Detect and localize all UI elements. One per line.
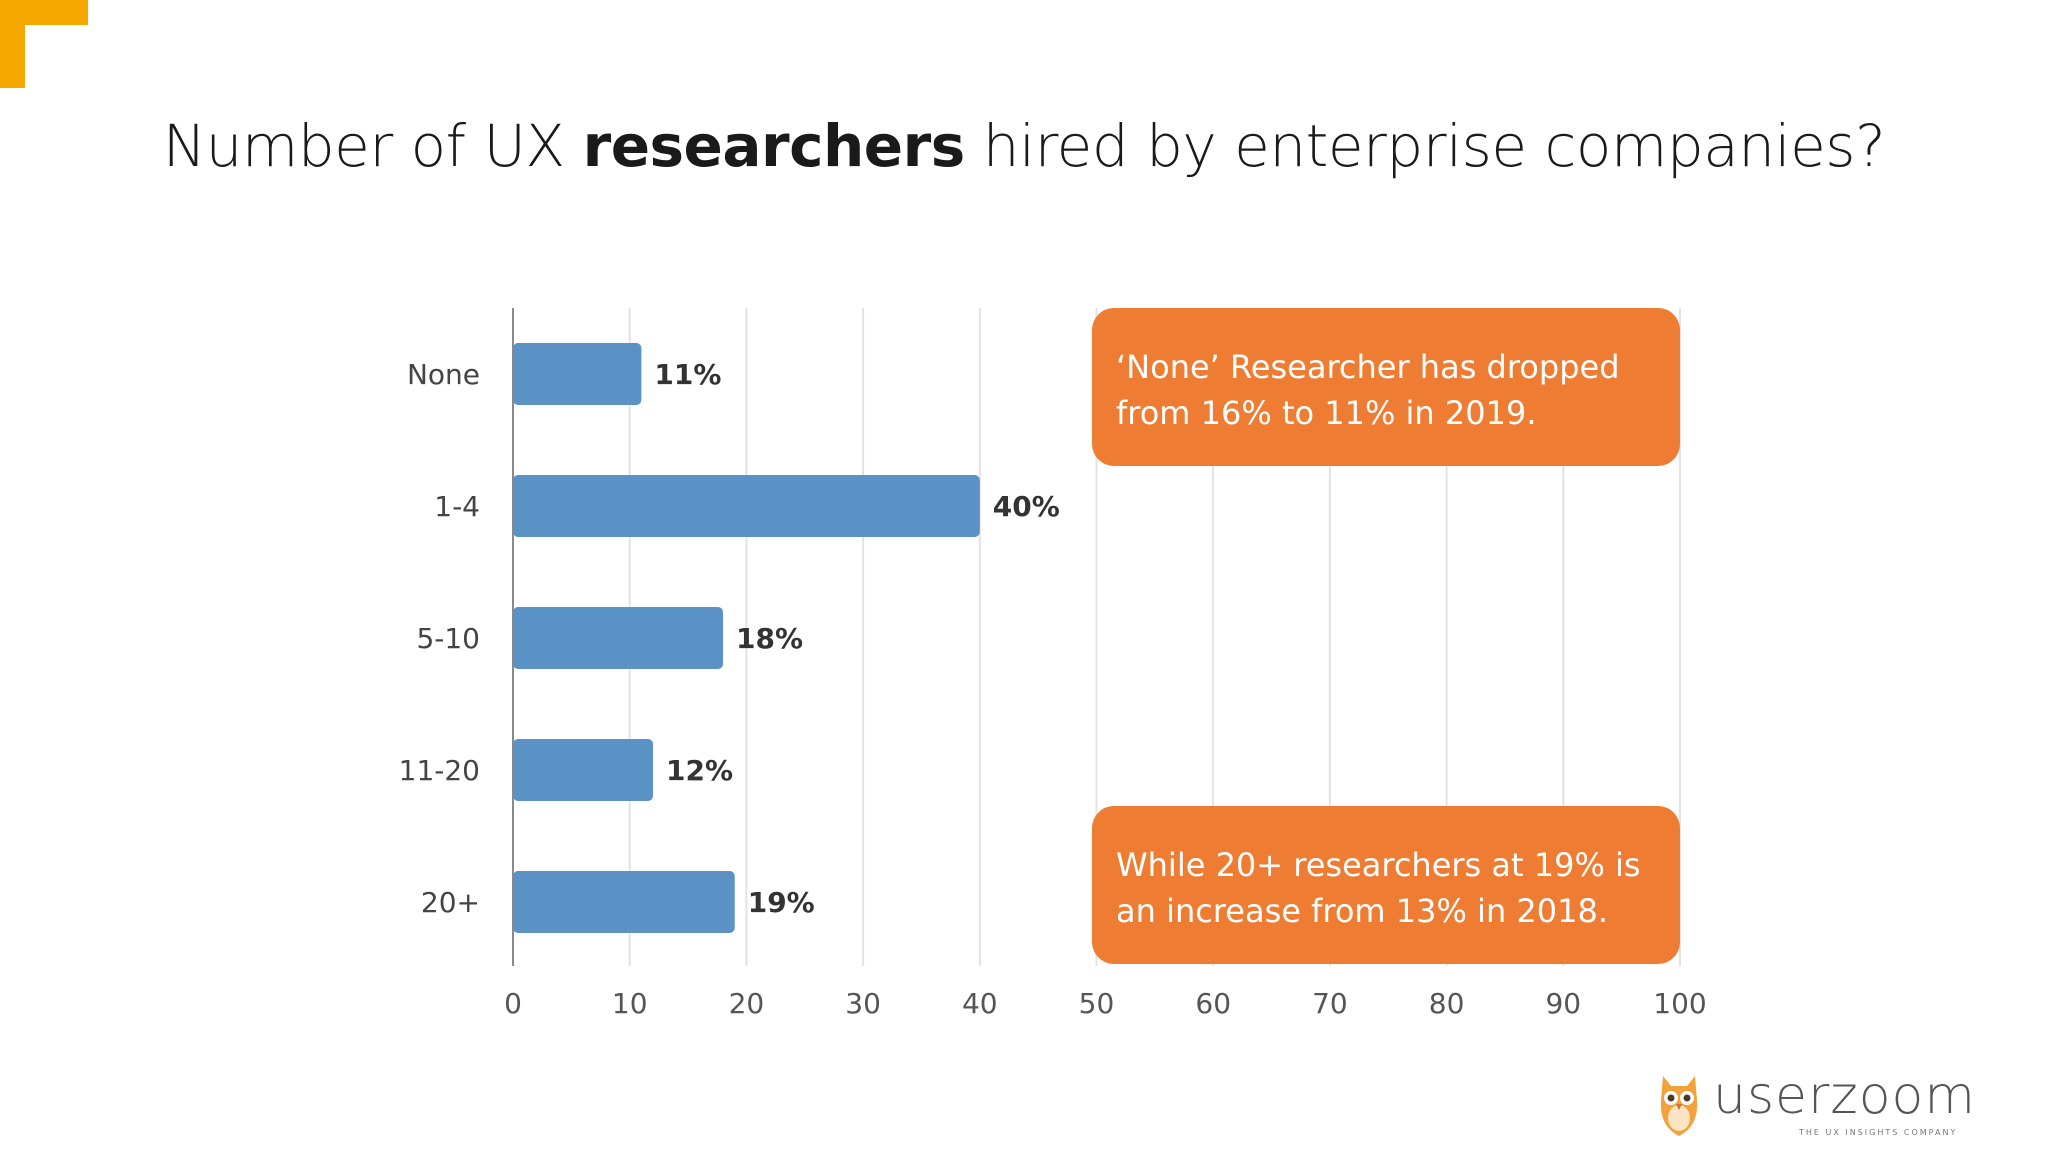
x-tick-label: 40 — [962, 987, 998, 1020]
bar — [513, 607, 724, 669]
x-tick-label: 100 — [1653, 987, 1706, 1020]
bar — [513, 343, 642, 405]
owl-icon — [1660, 1076, 1698, 1136]
y-category-label: 1-4 — [434, 490, 480, 523]
y-category-label: 5-10 — [416, 622, 480, 655]
slide-title: Number of UX researchers hired by enterp… — [162, 112, 1886, 180]
bar — [513, 871, 735, 933]
y-category-label: 11-20 — [399, 754, 480, 787]
callout-text-line: While 20+ researchers at 19% is — [1116, 846, 1641, 884]
y-category-label: 20+ — [421, 886, 480, 919]
x-tick-label: 60 — [1195, 987, 1231, 1020]
x-tick-label: 80 — [1429, 987, 1465, 1020]
data-label: 11% — [654, 358, 721, 391]
data-label: 40% — [993, 490, 1060, 523]
data-label: 19% — [748, 886, 815, 919]
x-tick-label: 90 — [1545, 987, 1581, 1020]
userzoom-logo: userzoom THE UX INSIGHTS COMPANY — [1655, 1066, 1975, 1140]
callout-none-dropped: ‘None’ Researcher has dropped from 16% t… — [1092, 308, 1680, 466]
callout-text-line: an increase from 13% in 2018. — [1116, 892, 1608, 930]
data-label: 18% — [736, 622, 803, 655]
data-label: 12% — [666, 754, 733, 787]
callout-20plus-increase: While 20+ researchers at 19% is an incre… — [1092, 806, 1680, 964]
x-tick-label: 70 — [1312, 987, 1348, 1020]
logo-tagline: THE UX INSIGHTS COMPANY — [1799, 1128, 1958, 1137]
corner-accent — [0, 0, 88, 88]
y-category-label: None — [407, 358, 480, 391]
bar — [513, 475, 980, 537]
callout-text-line: from 16% to 11% in 2019. — [1116, 394, 1537, 432]
logo-wordmark: userzoom — [1713, 1066, 1976, 1126]
x-tick-label: 30 — [845, 987, 881, 1020]
x-tick-label: 50 — [1079, 987, 1115, 1020]
x-tick-label: 10 — [612, 987, 648, 1020]
x-tick-label: 0 — [504, 987, 522, 1020]
x-tick-label: 20 — [729, 987, 765, 1020]
bar — [513, 739, 654, 801]
callout-text-line: ‘None’ Researcher has dropped — [1116, 348, 1620, 386]
